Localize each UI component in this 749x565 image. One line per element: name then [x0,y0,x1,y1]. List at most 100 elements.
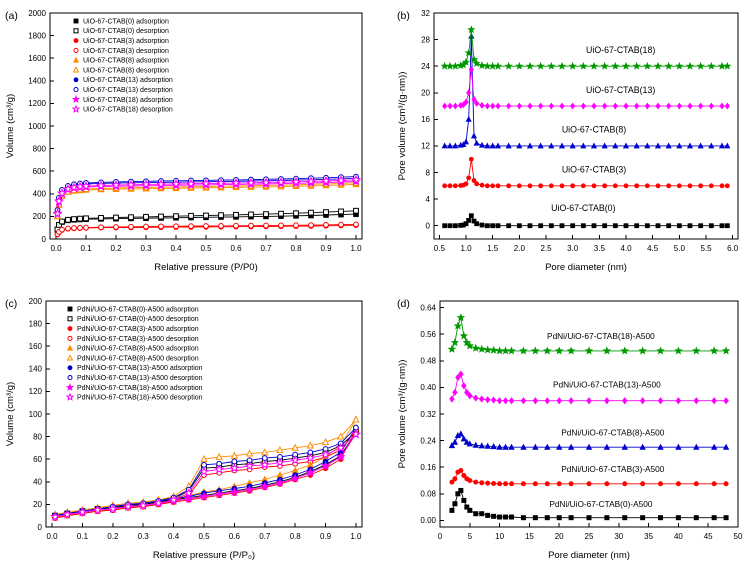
panel-label: (c) [5,298,17,310]
svg-text:200: 200 [29,297,43,306]
svg-text:0.4: 0.4 [168,532,180,541]
svg-text:0.56: 0.56 [420,330,436,339]
svg-text:0.5: 0.5 [434,244,446,253]
svg-text:Pore diameter (nm): Pore diameter (nm) [545,262,627,273]
svg-text:5: 5 [468,532,473,541]
svg-text:0.7: 0.7 [259,532,271,541]
series-label: UiO-67-CTAB(8) [562,125,626,135]
svg-text:0.64: 0.64 [420,303,436,312]
svg-text:0.0: 0.0 [47,532,59,541]
svg-text:UiO-67-CTAB(18) desorption: UiO-67-CTAB(18) desorption [83,107,173,114]
svg-text:0.1: 0.1 [80,244,92,253]
svg-text:0.0: 0.0 [50,244,62,253]
chart-d: 0 5 10 15 20 25 30 35 40 45 50 0.00 0.08 0.16 0.24 0.32… [397,298,743,561]
svg-text:0: 0 [38,523,43,532]
svg-text:0.5: 0.5 [200,244,212,253]
svg-text:20: 20 [421,89,430,98]
svg-text:20: 20 [555,532,564,541]
svg-text:PdNi/UiO-67-CTAB(13)-A500 deso: PdNi/UiO-67-CTAB(13)-A500 desorption [77,375,203,382]
svg-text:30: 30 [614,532,623,541]
svg-text:0.5: 0.5 [198,532,210,541]
svg-text:0.40: 0.40 [420,383,436,392]
svg-text:0: 0 [438,532,443,541]
chart-a: 0.0 0.1 0.2 0.3 0.4 0.5 0.6 0.7 0.8 0.9 1.0 0 200 400… [5,9,363,273]
svg-text:0.7: 0.7 [260,244,272,253]
svg-text:60: 60 [33,455,42,464]
svg-text:100: 100 [29,410,43,419]
svg-text:Volume (cm³/g): Volume (cm³/g) [5,94,16,158]
svg-text:180: 180 [29,319,43,328]
svg-text:35: 35 [644,532,653,541]
svg-text:160: 160 [29,342,43,351]
series-uio-67-ctab-13- [442,66,730,110]
svg-text:Relative pressure (P/P₀): Relative pressure (P/P₀) [153,550,255,561]
svg-text:140: 140 [29,365,43,374]
svg-text:120: 120 [29,387,43,396]
svg-text:0.9: 0.9 [320,244,332,253]
panel-d-pore-size-distribution-pdni-uio67-a500: 0 5 10 15 20 25 30 35 40 45 50 0.00 0.08 0.16 0.24 0.32… [394,291,746,563]
series-uio-67-ctab-0-desorption [54,207,359,233]
panel-c-n2-isotherms-pdni-uio67-a500: 0.0 0.1 0.2 0.3 0.4 0.5 0.6 0.7 0.8 0.9 1.0 0 20 40 60… [2,291,370,563]
svg-text:0.4: 0.4 [170,244,182,253]
svg-text:4.5: 4.5 [647,244,659,253]
svg-text:40: 40 [674,532,683,541]
svg-text:PdNi/UiO-67-CTAB(18)-A500 deso: PdNi/UiO-67-CTAB(18)-A500 desorption [77,395,203,402]
svg-text:0.3: 0.3 [138,532,150,541]
series-uio-67-ctab-8- [441,32,731,149]
svg-text:5.5: 5.5 [700,244,712,253]
series-pdni-uio-67-ctab-0-a500 [449,487,729,521]
series-label: UiO-67-CTAB(3) [562,165,626,175]
svg-text:0.2: 0.2 [110,244,122,253]
series-pdni-uio-67-ctab-3-a500 [449,467,729,487]
svg-text:0.48: 0.48 [420,357,436,366]
svg-text:PdNi/UiO-67-CTAB(13)-A500 adso: PdNi/UiO-67-CTAB(13)-A500 adsorption [77,365,203,372]
svg-text:PdNi/UiO-67-CTAB(3)-A500 adsor: PdNi/UiO-67-CTAB(3)-A500 adsorption [77,326,199,333]
series-uio-67-ctab-18- [440,25,732,70]
series-label: UiO-67-CTAB(13) [586,85,655,95]
series-uio-67-ctab-18-desorption [52,174,361,218]
svg-text:1.5: 1.5 [487,244,499,253]
svg-text:80: 80 [33,432,42,441]
panel-label: (d) [397,298,410,310]
svg-text:50: 50 [734,532,743,541]
svg-text:10: 10 [495,532,504,541]
svg-text:800: 800 [33,144,47,153]
svg-text:UiO-67-CTAB(0) desorption: UiO-67-CTAB(0) desorption [83,28,169,35]
svg-text:0.8: 0.8 [290,244,302,253]
svg-text:12: 12 [421,142,430,151]
svg-text:2.0: 2.0 [514,244,526,253]
svg-text:1400: 1400 [28,77,46,86]
series-pdni-uio-67-ctab-8-a500 [448,430,730,450]
svg-text:UiO-67-CTAB(13) desorption: UiO-67-CTAB(13) desorption [83,87,173,94]
svg-text:UiO-67-CTAB(8) desorption: UiO-67-CTAB(8) desorption [83,67,169,74]
svg-text:0.24: 0.24 [420,436,436,445]
svg-text:3.0: 3.0 [567,244,579,253]
series-pdni-uio-67-ctab-13-a500 [449,370,729,405]
svg-text:UiO-67-CTAB(13) adsorption: UiO-67-CTAB(13) adsorption [83,77,173,84]
legend-c: PdNi/UiO-67-CTAB(0)-A500 adsorption PdNi/… [65,306,203,402]
svg-text:1600: 1600 [28,54,46,63]
svg-text:0.32: 0.32 [420,410,436,419]
svg-text:4.0: 4.0 [620,244,632,253]
svg-text:600: 600 [33,167,47,176]
svg-text:200: 200 [33,212,47,221]
panel-label: (a) [5,10,18,22]
svg-text:24: 24 [421,62,430,71]
chart-c: 0.0 0.1 0.2 0.3 0.4 0.5 0.6 0.7 0.8 0.9 1.0 0 20 40 60… [5,297,363,561]
svg-text:3.5: 3.5 [594,244,606,253]
svg-text:20: 20 [33,500,42,509]
svg-text:8: 8 [426,168,431,177]
series-label: UiO-67-CTAB(18) [586,45,655,55]
series-label: UiO-67-CTAB(0) [551,203,615,213]
svg-text:2.5: 2.5 [540,244,552,253]
svg-text:0.08: 0.08 [420,490,436,499]
svg-text:1000: 1000 [28,122,46,131]
panel-label: (b) [397,10,410,22]
series-label: PdNi/UiO-67-CTAB(13)-A500 [553,379,661,389]
svg-text:1.0: 1.0 [350,244,362,253]
legend-a: UiO-67-CTAB(0) adsorption UiO-67-CTAB(0) … [71,18,173,114]
series-label: PdNi/UiO-67-CTAB(8)-A500 [561,428,665,438]
svg-text:0.1: 0.1 [77,532,89,541]
svg-text:Pore volume (cm³/(g·nm)): Pore volume (cm³/(g·nm)) [397,360,408,469]
svg-text:5.0: 5.0 [674,244,686,253]
